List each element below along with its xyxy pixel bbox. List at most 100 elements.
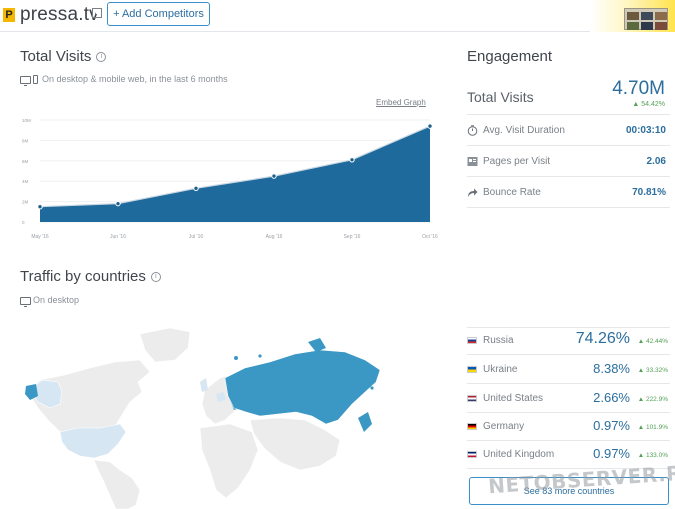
avg-visit-duration-value: 00:03:10 [625, 125, 666, 136]
site-thumbnail [590, 0, 675, 32]
y-tick-label: 10M [22, 118, 31, 123]
up-arrow-icon: ▲ [632, 101, 640, 108]
site-header: P pressa.tv + Add Competitors [0, 0, 675, 32]
x-tick-label: Aug '16 [266, 234, 283, 240]
total-visits-subtitle-row: On desktop & mobile web, in the last 6 m… [20, 74, 228, 86]
total-visits-subtitle: On desktop & mobile web, in the last 6 m… [42, 74, 228, 84]
visits-point[interactable] [349, 157, 355, 163]
map-russia [224, 349, 381, 425]
map-south-america [93, 459, 141, 509]
info-icon[interactable]: i [96, 52, 107, 63]
info-icon[interactable]: i [150, 272, 161, 283]
engagement-divider [467, 207, 670, 208]
up-arrow-icon: ▲ [637, 452, 646, 459]
world-map[interactable] [20, 320, 440, 509]
pages-icon [467, 157, 478, 166]
y-tick-label: 2M [22, 200, 29, 205]
x-tick-label: May '16 [31, 234, 49, 240]
total-visits-heading: Total Visits i [20, 48, 107, 65]
countries-subtitle-row: On desktop [20, 295, 80, 307]
country-delta: ▲ 101.9% [637, 424, 668, 431]
country-row[interactable]: Ukraine 8.38% ▲ 33.32% [467, 356, 670, 384]
country-flag-icon [467, 337, 477, 344]
engagement-total-visits-value: 4.70M [612, 78, 665, 99]
bounce-rate-row: Bounce Rate 70.81% [467, 176, 670, 207]
see-more-countries-button[interactable]: See 83 more countries [469, 477, 669, 505]
site-name[interactable]: pressa.tv [20, 4, 99, 25]
bounce-rate-value: 70.81% [632, 187, 666, 198]
map-greenland [139, 327, 191, 363]
total-visits-chart: 10M 8M 6M 4M 2M 0 May '16 Jun '16 Jul '16 Aug '16… [22, 118, 438, 240]
pages-per-visit-label: Pages per Visit [483, 156, 551, 167]
countries-subtitle: On desktop [33, 295, 80, 305]
country-share: 0.97% [593, 446, 630, 461]
visits-point[interactable] [271, 173, 277, 179]
x-tick-label: Sep '16 [344, 234, 361, 240]
traffic-by-countries-heading: Traffic by countries i [20, 268, 161, 285]
bounce-rate-label: Bounce Rate [483, 187, 541, 198]
pages-per-visit-value: 2.06 [646, 156, 666, 167]
y-tick-label: 0 [22, 220, 25, 225]
external-link-icon[interactable] [92, 8, 102, 18]
pages-per-visit-row: Pages per Visit 2.06 [467, 145, 670, 176]
site-favicon: P [3, 8, 15, 22]
embed-graph-link[interactable]: Embed Graph [376, 98, 426, 107]
map-asia [249, 417, 341, 471]
engagement-total-visits-delta: ▲ 54.42% [632, 101, 665, 108]
country-row[interactable]: United Kingdom 0.97% ▲ 133.0% [467, 441, 670, 469]
country-flag-icon [467, 451, 477, 458]
y-tick-label: 4M [22, 179, 29, 184]
traffic-by-countries-title: Traffic by countries [20, 268, 146, 285]
country-flag-icon [467, 395, 477, 402]
x-tick-label: Oct '16 [422, 234, 438, 240]
add-competitors-button[interactable]: + Add Competitors [107, 2, 210, 26]
bounce-arrow-icon [468, 188, 478, 197]
country-flag-icon [467, 366, 477, 373]
visits-area [40, 126, 430, 222]
site-screenshot-image [624, 8, 668, 30]
mobile-icon [33, 75, 38, 85]
visits-point[interactable] [115, 200, 121, 207]
country-name: Ukraine [483, 364, 518, 375]
visits-point[interactable] [193, 185, 199, 192]
y-tick-label: 6M [22, 159, 29, 164]
country-row[interactable]: United States 2.66% ▲ 222.9% [467, 385, 670, 413]
country-flag-icon [467, 423, 477, 430]
country-share: 0.97% [593, 418, 630, 433]
map-germany [216, 392, 226, 402]
countries-list-top-divider [467, 327, 670, 328]
y-tick-label: 8M [22, 138, 29, 143]
up-arrow-icon: ▲ [637, 424, 646, 431]
stopwatch-icon [467, 125, 478, 136]
map-africa [199, 423, 259, 499]
visits-point[interactable] [427, 123, 433, 129]
desktop-icon [20, 75, 31, 86]
total-visits-title: Total Visits [20, 48, 92, 65]
up-arrow-icon: ▲ [637, 396, 646, 403]
visits-point[interactable] [37, 204, 43, 210]
engagement-title: Engagement [467, 48, 553, 65]
visits-line [39, 125, 431, 208]
avg-visit-duration-label: Avg. Visit Duration [483, 125, 565, 136]
country-delta: ▲ 133.0% [637, 452, 668, 459]
x-tick-label: Jul '16 [189, 234, 204, 240]
map-united-states [59, 423, 127, 459]
country-row[interactable]: Germany 0.97% ▲ 101.9% [467, 413, 670, 441]
up-arrow-icon: ▲ [637, 367, 646, 374]
country-row[interactable]: Russia 74.26% ▲ 42.44% [467, 327, 670, 355]
country-name: Germany [483, 421, 525, 432]
country-share: 8.38% [593, 361, 630, 376]
up-arrow-icon: ▲ [637, 338, 646, 345]
x-tick-label: Jun '16 [110, 234, 126, 240]
map-alaska [29, 379, 63, 409]
country-share: 74.26% [575, 330, 630, 347]
country-delta: ▲ 222.9% [637, 396, 668, 403]
country-name: Russia [483, 335, 514, 346]
map-uk [200, 378, 208, 392]
desktop-icon [20, 296, 31, 307]
country-name: United States [483, 393, 544, 404]
avg-visit-duration-row: Avg. Visit Duration 00:03:10 [467, 114, 670, 145]
country-delta: ▲ 33.32% [637, 367, 668, 374]
engagement-total-visits-label: Total Visits [467, 89, 534, 105]
country-share: 2.66% [593, 390, 630, 405]
